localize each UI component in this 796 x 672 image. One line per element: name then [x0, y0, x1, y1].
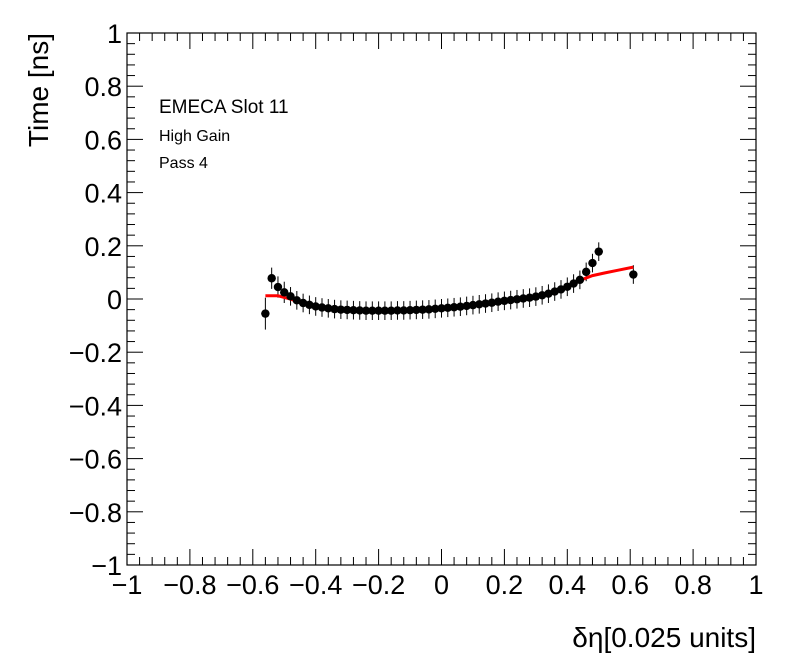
y-tick-label: 0.4 [84, 179, 122, 209]
y-tick-label: −0.8 [69, 498, 122, 528]
data-point [462, 301, 471, 311]
data-point [575, 275, 585, 285]
data-point [273, 282, 283, 292]
data-point [431, 304, 440, 314]
y-tick-label: −0.2 [69, 338, 122, 368]
data-point [292, 296, 302, 305]
y-tick-label: 0.6 [84, 125, 122, 155]
annotation-pass: Pass 4 [159, 155, 208, 172]
data-point [629, 270, 638, 279]
x-tick-label: −0.6 [226, 570, 279, 600]
data-point [317, 303, 327, 312]
y-tick-label: −0.4 [69, 391, 122, 421]
data-point [374, 306, 383, 315]
x-tick-label: 0.2 [486, 570, 524, 600]
data-point [525, 293, 534, 302]
data-point [519, 294, 528, 303]
data-point [468, 300, 478, 310]
axis-ticks [126, 32, 757, 566]
data-point [280, 288, 289, 297]
data-point [342, 305, 352, 315]
data-points [261, 247, 638, 318]
data-point [456, 302, 465, 311]
data-point [512, 295, 522, 304]
data-point [443, 303, 452, 312]
data-point [336, 305, 346, 314]
x-tick-label: 0.8 [674, 570, 712, 600]
data-point [405, 305, 415, 315]
y-tick-label: 0.2 [84, 232, 122, 262]
data-point [506, 295, 515, 305]
data-point [493, 297, 503, 306]
data-point [418, 305, 427, 314]
data-point [531, 292, 541, 301]
data-point [412, 305, 421, 315]
data-point [424, 305, 434, 314]
data-point [311, 302, 320, 311]
y-tick-label: −0.6 [69, 445, 122, 475]
data-point [393, 306, 402, 315]
data-point [349, 305, 358, 315]
data-point [261, 309, 270, 318]
annotation-gain: High Gain [159, 128, 230, 145]
data-point [563, 282, 572, 291]
data-point [399, 306, 408, 315]
x-tick-label: −0.8 [163, 570, 216, 600]
data-point [286, 292, 295, 301]
x-tick-label: −0.2 [352, 570, 405, 600]
x-tick-label: 1 [748, 570, 763, 600]
data-point [537, 291, 547, 300]
y-tick-label: −1 [91, 551, 122, 581]
data-point [267, 274, 276, 283]
data-point [355, 306, 364, 315]
y-tick-label: 0.8 [84, 72, 122, 102]
x-tick-label: 0.4 [549, 570, 587, 600]
data-point [305, 300, 314, 310]
data-point [569, 279, 578, 288]
data-point [588, 258, 597, 268]
data-point [475, 300, 484, 309]
y-tick-label: 1 [107, 19, 122, 49]
data-point [487, 298, 497, 307]
data-point [500, 296, 509, 306]
data-point [437, 304, 446, 313]
data-point [368, 306, 377, 315]
x-tick-label: −0.4 [289, 570, 342, 600]
y-tick-label: 0 [107, 285, 122, 315]
x-tick-label: 0 [434, 570, 449, 600]
data-point [324, 304, 333, 313]
data-point [449, 303, 459, 312]
tick-labels: −1 −0.8 −0.6 −0.4 −0.2 0 0.2 0.4 0.6 0.8 1 −1 −0.8 −0… [69, 19, 764, 600]
data-point [594, 247, 603, 256]
data-point [386, 306, 396, 315]
data-point [330, 304, 339, 314]
data-point [481, 299, 490, 308]
x-axis-label: δη[0.025 units] [572, 622, 756, 653]
x-tick-label: −1 [112, 570, 143, 600]
data-point [361, 306, 371, 315]
data-point [581, 267, 591, 277]
data-point [380, 306, 390, 315]
y-axis-label: Time [ns] [23, 33, 54, 147]
error-bars [261, 242, 638, 330]
annotation-title: EMECA Slot 11 [159, 97, 289, 118]
data-point [556, 285, 566, 294]
x-tick-label: 0.6 [611, 570, 649, 600]
